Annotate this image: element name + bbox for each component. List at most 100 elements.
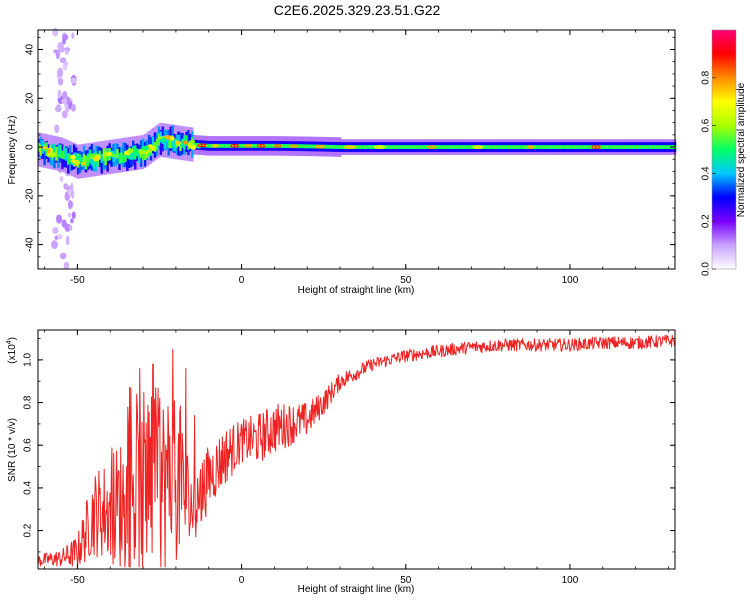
spectrogram-ridge xyxy=(192,144,195,146)
snr-y-tick-label: 0.6 xyxy=(23,438,34,452)
spectrogram-band xyxy=(84,155,88,170)
colorbar-tick-label: 0.2 xyxy=(701,214,712,228)
snr-x-tick-label: 100 xyxy=(562,575,579,586)
spectrogram-ridge xyxy=(661,146,665,148)
spectrogram-ridge xyxy=(202,144,205,146)
spectrogram-ridge xyxy=(221,145,225,147)
spectrogram-ridge xyxy=(514,146,517,148)
spectrogram-band xyxy=(92,155,96,169)
spectrogram-band xyxy=(453,145,456,150)
spectrogram-ridge xyxy=(366,146,369,148)
snr-y-tick-label: 0.8 xyxy=(23,395,34,409)
spectrogram-ridge xyxy=(363,146,366,148)
spectrogram-band xyxy=(325,144,328,149)
spectrogram-band xyxy=(57,146,60,158)
spectrogram-ridge xyxy=(326,146,330,148)
spectrogram-ridge xyxy=(228,145,231,147)
colorbar-tick-label: 0.8 xyxy=(701,70,712,84)
spectrogram-speckle xyxy=(57,67,64,78)
spectrogram-data xyxy=(37,27,678,270)
spectrogram-y-tick-label: 0 xyxy=(25,144,36,150)
spectrogram-ridge xyxy=(428,146,431,148)
spectrogram-band xyxy=(143,148,147,160)
spectrogram-ridge xyxy=(455,146,458,148)
spectrogram-speckle xyxy=(66,96,71,106)
spectrogram-ridge xyxy=(504,146,507,148)
spectrogram-ridge xyxy=(675,146,678,148)
spectrogram-blob xyxy=(127,148,134,154)
spectrogram-ridge xyxy=(254,145,257,147)
spectrogram-ridge xyxy=(290,145,294,147)
spectrogram-ridge xyxy=(586,146,589,148)
spectrogram-band xyxy=(171,135,174,148)
spectrogram-ridge xyxy=(294,145,297,147)
spectrogram-ridge xyxy=(267,145,271,147)
spectrogram-ridge xyxy=(609,146,612,148)
spectrogram-band xyxy=(364,145,367,150)
spectrogram-speckle xyxy=(63,61,69,66)
spectrogram-panel: -50 0 50 100 -40 -20 0 20 40 Height of straight… xyxy=(7,27,678,296)
spectrogram-ridge xyxy=(629,146,632,148)
colorbar-tick-label: 0.0 xyxy=(701,262,712,276)
spectrogram-y-tick-label: 40 xyxy=(25,44,36,56)
spectrogram-band xyxy=(70,154,74,165)
spectrogram-ridge xyxy=(589,146,592,148)
spectrogram-ridge xyxy=(638,146,642,148)
spectrogram-ridge xyxy=(642,146,645,148)
spectrogram-ridge xyxy=(507,146,510,148)
snr-y-tick-label: 1.0 xyxy=(23,352,34,366)
spectrogram-ridge xyxy=(566,146,569,148)
spectrogram-ridge xyxy=(359,146,362,148)
spectrogram-blob xyxy=(42,146,48,150)
spectrogram-y-ticks: -40 -20 0 20 40 xyxy=(25,36,675,270)
snr-series-line xyxy=(37,334,675,568)
spectrogram-ridge xyxy=(212,145,215,147)
spectrogram-band xyxy=(120,152,123,163)
spectrogram-speckle xyxy=(70,77,77,84)
spectrogram-ridge xyxy=(625,146,628,148)
spectrogram-band xyxy=(660,145,663,150)
spectrogram-blob xyxy=(170,136,175,141)
spectrogram-ridge xyxy=(520,146,523,148)
spectrogram-blob xyxy=(182,140,189,145)
spectrogram-ridge xyxy=(369,146,372,148)
spectrogram-ridge xyxy=(602,146,605,148)
spectrogram-speckle xyxy=(70,189,75,199)
spectrogram-ridge xyxy=(648,146,651,148)
spectrogram-band xyxy=(640,145,643,150)
spectrogram-speckle xyxy=(61,219,67,228)
spectrogram-x-tick-label: -50 xyxy=(70,275,85,286)
spectrogram-ridge xyxy=(583,146,586,148)
spectrogram-ridge xyxy=(491,146,494,148)
spectrogram-band xyxy=(67,153,70,165)
spectrogram-speckle xyxy=(59,252,67,260)
spectrogram-ridge xyxy=(576,146,579,148)
spectrogram-x-tick-label: 100 xyxy=(562,275,579,286)
spectrogram-ridge xyxy=(208,145,211,147)
spectrogram-band xyxy=(305,144,308,149)
spectrogram-ridge xyxy=(310,145,313,148)
spectrogram-speckle xyxy=(68,224,73,231)
spectrogram-ridge xyxy=(458,146,461,148)
spectrogram-ridge xyxy=(510,146,514,148)
spectrogram-band xyxy=(80,156,84,167)
spectrogram-blob xyxy=(70,154,76,160)
spectrogram-speckle xyxy=(57,89,62,99)
spectrogram-blob xyxy=(72,159,81,165)
spectrogram-band xyxy=(122,153,125,163)
spectrogram-blob xyxy=(141,145,149,151)
spectrogram-y-tick-label: -40 xyxy=(25,237,36,252)
spectrogram-ridge xyxy=(235,145,238,147)
spectrogram-ridge xyxy=(556,146,559,148)
spectrogram-ridge xyxy=(422,146,425,148)
spectrogram-band xyxy=(118,152,121,164)
spectrogram-ridge xyxy=(264,145,267,147)
spectrogram-band xyxy=(141,150,145,161)
spectrogram-ridge xyxy=(425,146,428,148)
snr-x-tick-label: -50 xyxy=(70,575,85,586)
spectrogram-band xyxy=(63,145,66,160)
spectrogram-ridge xyxy=(527,146,530,148)
snr-y-tick-label: 0.4 xyxy=(23,481,34,495)
spectrogram-blob xyxy=(57,153,66,158)
spectrogram-blob xyxy=(81,161,86,166)
